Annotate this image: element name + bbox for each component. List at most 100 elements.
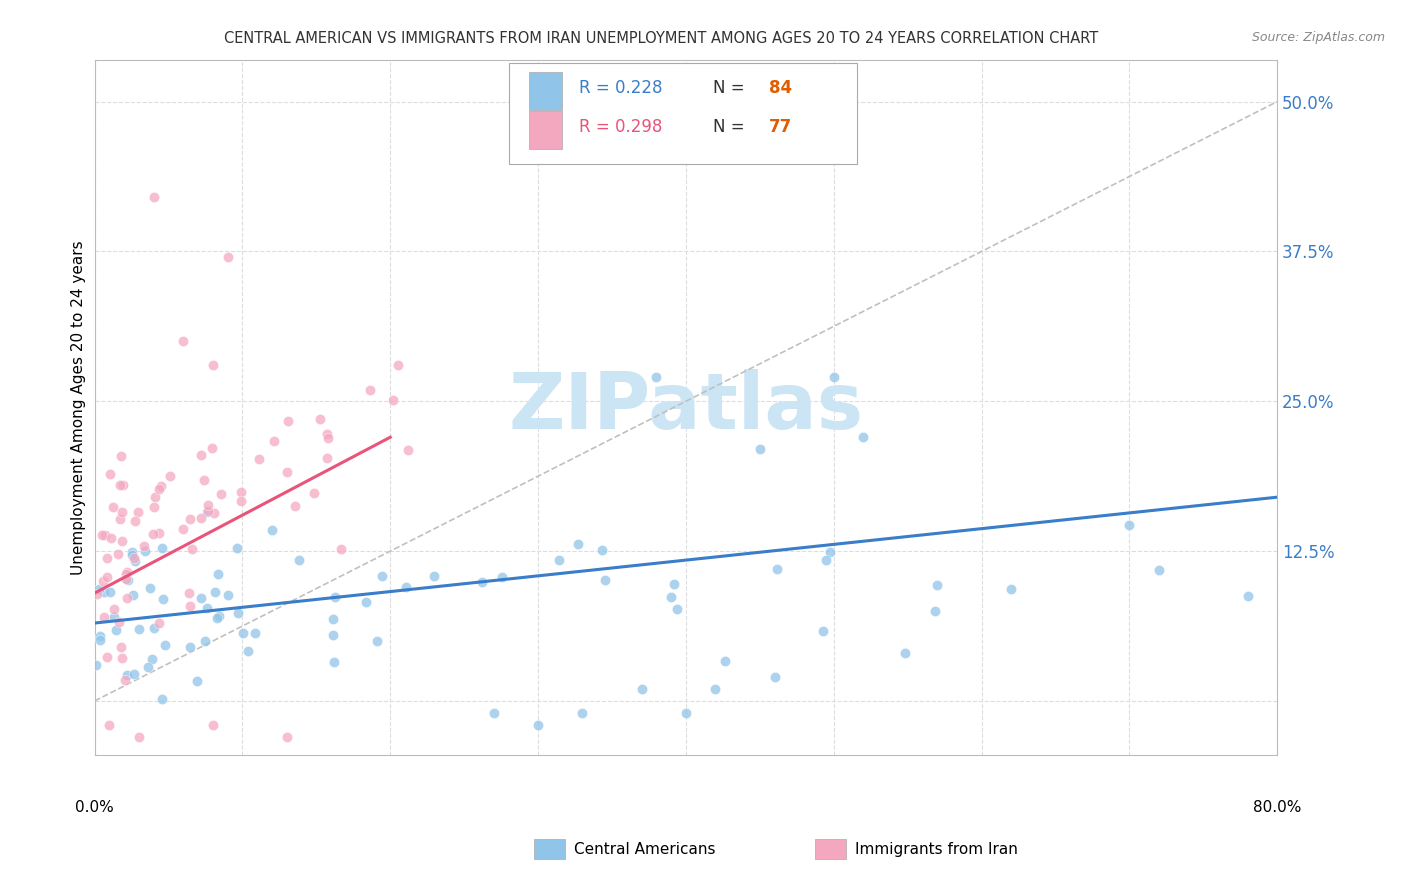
Point [207, 567, 229, 582]
Point [190, 448, 212, 462]
Point [124, 514, 146, 528]
Point [152, 592, 174, 607]
Point [143, 621, 166, 635]
Point [179, 512, 201, 526]
Point [98, 585, 121, 599]
Text: Immigrants from Iran: Immigrants from Iran [855, 842, 1018, 856]
Point [195, 600, 218, 615]
Point [110, 640, 132, 654]
Point [108, 478, 131, 492]
Point [229, 494, 252, 508]
Point [277, 414, 299, 428]
Point [136, 660, 159, 674]
Point [894, 646, 917, 660]
Point [287, 553, 309, 567]
Point [89, 633, 111, 648]
Point [117, 573, 139, 587]
Point [98, 718, 121, 732]
Point [121, 545, 143, 559]
Point [107, 547, 129, 561]
Point [315, 427, 337, 442]
Point [89, 582, 111, 597]
Point [1236, 589, 1258, 603]
Text: R = 0.228: R = 0.228 [579, 78, 664, 96]
Point [179, 599, 201, 613]
Point [124, 554, 146, 568]
Point [127, 505, 149, 519]
Point [149, 479, 172, 493]
Point [1147, 563, 1170, 577]
Point [172, 522, 194, 536]
Point [121, 548, 143, 562]
Point [217, 589, 239, 603]
Point [359, 384, 381, 398]
Point [527, 718, 550, 732]
Point [491, 570, 513, 584]
Point [115, 572, 138, 586]
Point [177, 585, 200, 599]
Point [329, 541, 352, 556]
Point [197, 503, 219, 517]
Point [482, 706, 505, 720]
Point [96, 649, 118, 664]
Point [153, 638, 176, 652]
Point [208, 609, 231, 624]
Point [387, 359, 409, 373]
Point [302, 486, 325, 500]
Point [247, 452, 270, 467]
Text: 84: 84 [769, 78, 792, 96]
Text: 0.0%: 0.0% [75, 800, 114, 815]
Point [159, 469, 181, 483]
Point [202, 506, 225, 520]
Point [122, 551, 145, 566]
Point [232, 626, 254, 640]
Point [172, 334, 194, 349]
Point [93, 610, 115, 624]
Text: ZIPatlas: ZIPatlas [509, 369, 863, 445]
Text: N =: N = [713, 118, 745, 136]
Point [186, 674, 208, 689]
Point [128, 730, 150, 744]
Point [315, 450, 337, 465]
Text: CENTRAL AMERICAN VS IMMIGRANTS FROM IRAN UNEMPLOYMENT AMONG AGES 20 TO 24 YEARS : CENTRAL AMERICAN VS IMMIGRANTS FROM IRAN… [224, 31, 1098, 46]
Point [571, 706, 593, 720]
Point [630, 681, 652, 696]
Point [190, 511, 212, 525]
Point [276, 730, 298, 744]
Point [124, 666, 146, 681]
Point [548, 553, 571, 567]
Point [150, 541, 173, 556]
Point [370, 569, 392, 583]
Point [111, 478, 134, 492]
Point [704, 681, 727, 696]
Point [323, 655, 346, 669]
Point [659, 591, 682, 605]
Point [89, 628, 111, 642]
Text: 77: 77 [769, 118, 792, 136]
Point [225, 541, 247, 555]
Point [322, 628, 344, 642]
Point [366, 634, 388, 648]
Point [150, 692, 173, 706]
Point [1000, 582, 1022, 596]
Point [93, 584, 115, 599]
Point [96, 570, 118, 584]
Point [103, 500, 125, 515]
Point [675, 706, 697, 720]
Point [323, 590, 346, 604]
Point [471, 574, 494, 589]
Point [354, 595, 377, 609]
Bar [529, 112, 562, 150]
Point [108, 615, 131, 629]
Point [381, 392, 404, 407]
Point [662, 577, 685, 591]
Point [423, 569, 446, 583]
Text: Central Americans: Central Americans [574, 842, 716, 856]
Point [201, 441, 224, 455]
Text: R = 0.298: R = 0.298 [579, 118, 662, 136]
Point [236, 644, 259, 658]
Point [181, 541, 204, 556]
Point [1118, 517, 1140, 532]
FancyBboxPatch shape [509, 63, 858, 164]
Point [396, 443, 419, 458]
